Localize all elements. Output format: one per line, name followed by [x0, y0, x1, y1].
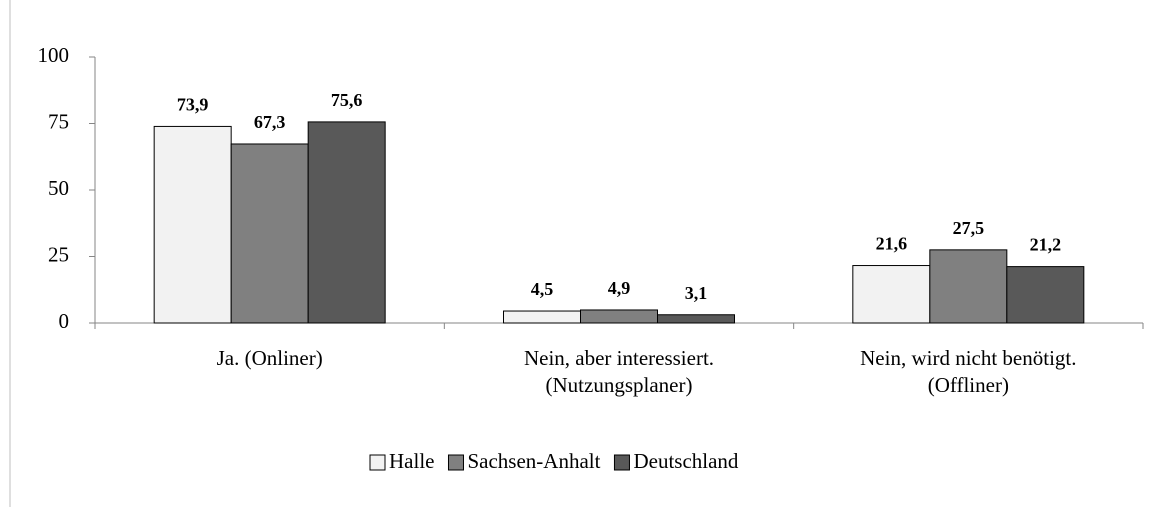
data-label: 4,5 — [531, 279, 554, 299]
data-label: 21,6 — [876, 234, 908, 254]
data-label: 4,9 — [608, 278, 631, 298]
bar — [580, 309, 658, 324]
data-label: 3,1 — [685, 283, 708, 303]
legend-swatch — [447, 454, 464, 471]
y-tick-label: 25 — [48, 242, 69, 266]
legend-swatch — [369, 454, 386, 471]
bar — [153, 125, 232, 324]
y-tick-label: 0 — [59, 309, 70, 333]
legend-label: Halle — [389, 449, 434, 473]
data-label: 21,2 — [1030, 235, 1062, 255]
legend-label: Sachsen-Anhalt — [467, 449, 600, 473]
bar — [852, 265, 931, 324]
bar — [1006, 266, 1085, 324]
x-tick-label: Ja. (Onliner) — [217, 346, 323, 370]
data-label: 27,5 — [953, 218, 985, 238]
bar — [929, 249, 1008, 324]
x-tick-label: Nein, aber interessiert. (Nutzungsplaner) — [524, 346, 714, 397]
legend-swatch — [613, 454, 630, 471]
bar — [657, 314, 735, 324]
y-tick-label: 100 — [38, 43, 70, 67]
bar — [307, 121, 386, 324]
bar — [230, 143, 309, 324]
legend-label: Deutschland — [633, 449, 738, 473]
data-label: 75,6 — [331, 90, 363, 110]
data-label: 73,9 — [177, 95, 209, 115]
y-tick-label: 75 — [48, 109, 69, 133]
bar — [503, 310, 581, 324]
data-label: 67,3 — [254, 112, 286, 132]
y-tick-label: 50 — [48, 176, 69, 200]
x-tick-label: Nein, wird nicht benötigt. (Offliner) — [860, 346, 1076, 397]
